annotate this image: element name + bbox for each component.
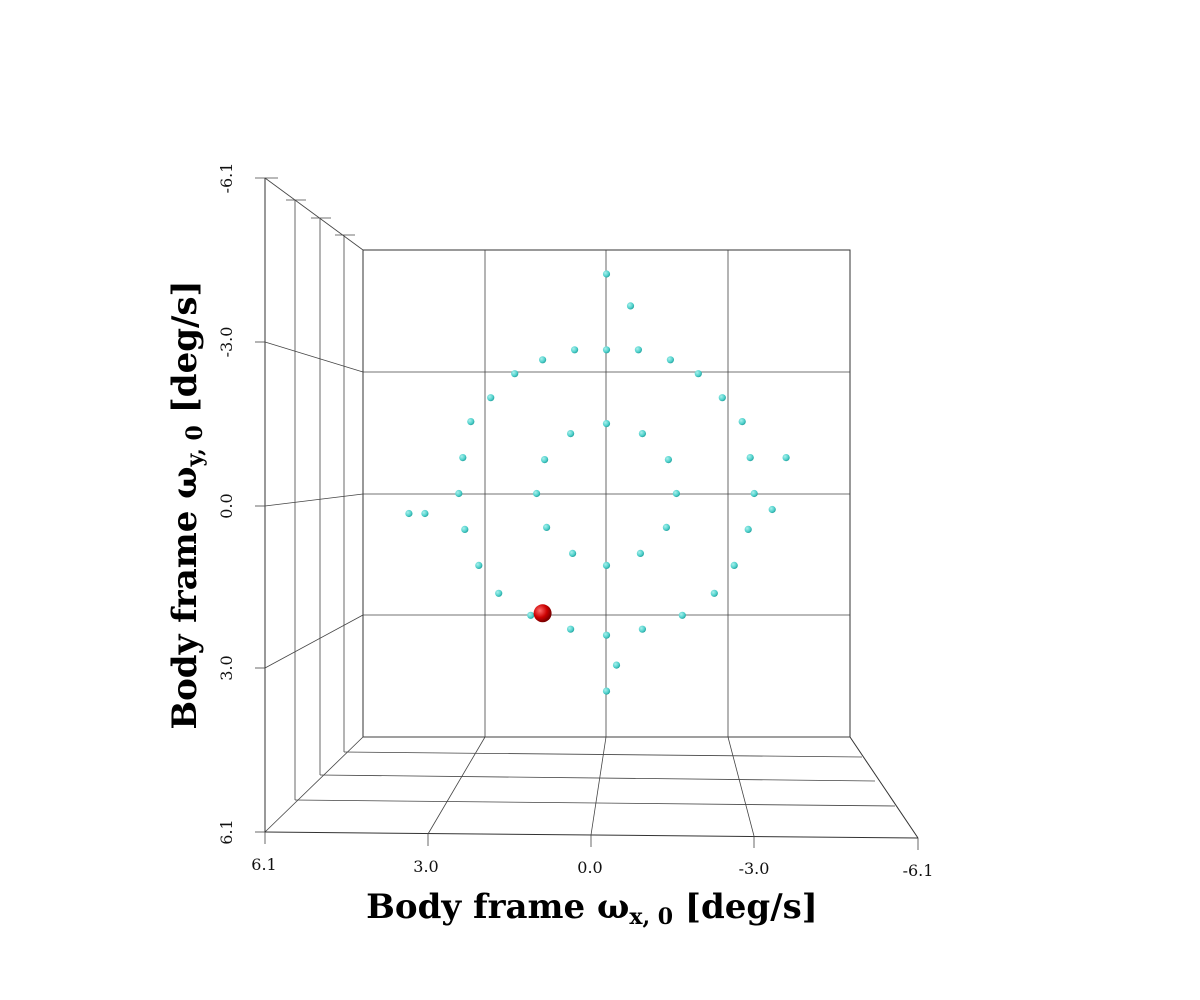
scatter-point: [461, 525, 469, 534]
y-axis-title: Body frame ωy, 0 [deg/s]: [165, 280, 208, 729]
scatter-point: [664, 456, 673, 464]
scatter-point: [602, 631, 611, 639]
y-tick-label: -6.1: [217, 163, 236, 194]
scatter-point: [638, 430, 647, 438]
scatter-point: [612, 661, 621, 669]
scatter-point: [511, 370, 519, 378]
scatter-point: [602, 420, 611, 428]
scatter-point: [718, 394, 726, 402]
y-tick-label: 6.1: [217, 819, 236, 844]
y-tick-label: 3.0: [217, 655, 236, 680]
scatter-point: [768, 505, 776, 514]
scatter-point: [730, 561, 738, 570]
scatter-point: [626, 302, 635, 310]
scatter-point: [569, 549, 577, 558]
scatter-point: [738, 418, 746, 426]
scatter-point: [746, 454, 754, 462]
scatter-point: [666, 356, 675, 364]
scatter-point: [455, 489, 463, 498]
scatter-point: [567, 625, 575, 633]
scatter-point: [467, 418, 475, 426]
scatter-point: [543, 523, 551, 532]
scatter-point: [636, 549, 645, 558]
scatter-point: [634, 346, 643, 354]
left-wall-grid: [255, 177, 364, 833]
scatter-point: [533, 489, 541, 498]
scatter-point: [602, 561, 611, 570]
scatter-point: [541, 456, 549, 464]
x-axis-title: Body frame ωx, 0 [deg/s]: [366, 887, 818, 930]
scatter-point: [602, 270, 611, 278]
scatter-point: [744, 525, 752, 534]
scatter-point: [571, 346, 579, 354]
scatter-point: [662, 523, 671, 532]
x-tick-label: -6.1: [903, 861, 934, 880]
scatter-point: [539, 356, 547, 364]
y-tick-label: 0.0: [217, 493, 236, 518]
x-tick-label: -3.0: [739, 859, 770, 878]
scatter-point: [694, 370, 702, 378]
back-wall-grid: [362, 249, 851, 738]
floor-grid: [264, 736, 919, 850]
scatter-point: [678, 611, 686, 619]
scatter-point: [475, 561, 483, 570]
scatter-point: [459, 454, 467, 462]
x-tick-label: 0.0: [577, 858, 602, 877]
highlighted-points: [533, 604, 552, 623]
scatter-point: [750, 489, 758, 498]
highlight-point: [533, 604, 552, 623]
scatter-point: [602, 687, 611, 695]
scatter-point: [487, 394, 495, 402]
x-tick-label: 6.1: [251, 855, 276, 874]
scatter-point: [567, 430, 575, 438]
y-tick-label: -3.0: [217, 327, 236, 358]
scatter-point: [638, 625, 647, 633]
scatter-point: [421, 509, 429, 518]
scatter-points: [405, 270, 790, 695]
x-tick-label: 3.0: [413, 857, 438, 876]
scatter-point: [527, 611, 535, 619]
scatter-point: [710, 589, 718, 597]
scatter-point: [672, 489, 681, 498]
scatter-point: [405, 509, 413, 518]
scatter-point: [495, 589, 503, 597]
scatter-point: [782, 454, 790, 462]
scatter-point: [602, 346, 611, 354]
